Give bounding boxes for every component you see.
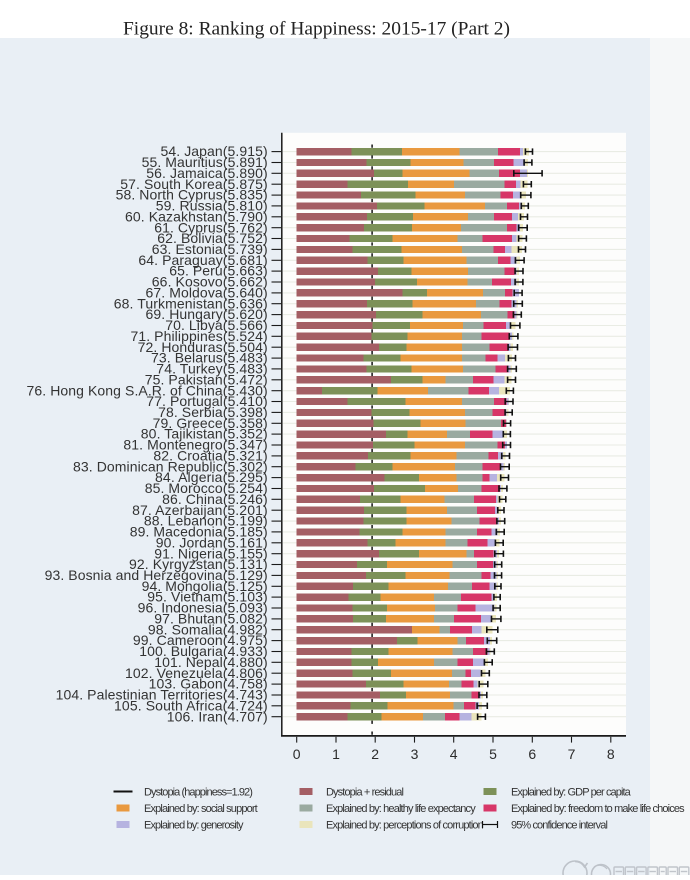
- svg-text:0: 0: [293, 746, 301, 762]
- svg-text:5: 5: [489, 746, 497, 762]
- svg-text:6: 6: [528, 746, 536, 762]
- svg-text:Explained by: freedom to make: Explained by: freedom to make life choic…: [511, 803, 685, 815]
- svg-text:Explained by: healthy life exp: Explained by: healthy life expectancy: [326, 803, 476, 815]
- svg-text:Figure 8: Ranking of Happiness: Figure 8: Ranking of Happiness: 2015-17 …: [123, 19, 510, 40]
- svg-text:8: 8: [607, 746, 615, 762]
- svg-text:Explained by: social support: Explained by: social support: [144, 803, 258, 815]
- svg-text:Dystopia + residual: Dystopia + residual: [326, 786, 404, 798]
- svg-text:95% confidence interval: 95% confidence interval: [511, 819, 608, 831]
- svg-text:4: 4: [450, 746, 458, 762]
- svg-text:Dystopia (happiness=1.92): Dystopia (happiness=1.92): [144, 786, 253, 798]
- svg-text:3: 3: [411, 746, 419, 762]
- svg-text:Explained by: perceptions of c: Explained by: perceptions of corruption: [326, 819, 484, 831]
- svg-text:Explained by: generosity: Explained by: generosity: [144, 819, 244, 831]
- svg-text:Explained by: GDP per capita: Explained by: GDP per capita: [511, 786, 632, 798]
- svg-text:106. Iran(4.707): 106. Iran(4.707): [167, 708, 268, 724]
- svg-text:1: 1: [332, 746, 340, 762]
- svg-text:2: 2: [371, 746, 379, 762]
- svg-text:7: 7: [568, 746, 576, 762]
